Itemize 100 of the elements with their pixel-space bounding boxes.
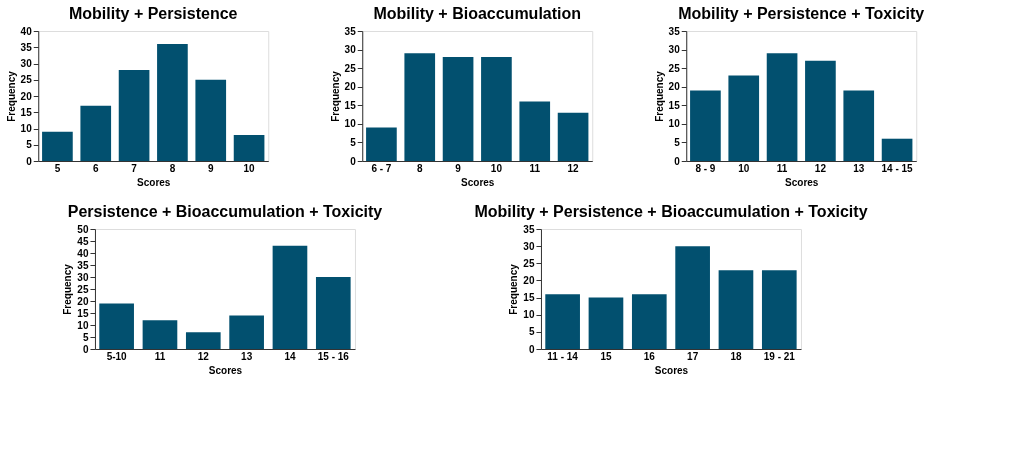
bar	[157, 44, 188, 161]
y-tick-label: 5	[82, 331, 89, 343]
y-tick-label: 25	[344, 62, 357, 74]
y-tick-label: 0	[528, 343, 535, 355]
y-tick-label: 30	[523, 240, 535, 252]
x-tick-label: 11 - 14	[547, 350, 579, 362]
y-tick-label: 10	[668, 118, 681, 130]
x-tick-label: 19 - 21	[763, 350, 796, 362]
bar	[728, 75, 760, 161]
y-tick-label: 15	[523, 292, 535, 304]
x-tick-label: 10	[490, 162, 503, 174]
bar	[99, 303, 134, 349]
bar	[805, 60, 836, 161]
y-tick-label: 50	[77, 223, 89, 235]
y-tick-label: 5	[26, 139, 33, 151]
bar	[229, 315, 264, 349]
y-tick-label: 35	[77, 259, 89, 271]
y-tick-label: 25	[668, 62, 681, 74]
x-tick-label: 16	[643, 350, 656, 362]
x-tick-label: 15 - 16	[317, 350, 350, 362]
bar	[118, 70, 150, 161]
chart-title: Mobility + Persistence + Bioaccumulation + Toxicity	[474, 203, 868, 220]
bar	[404, 53, 436, 161]
y-tick-label: 30	[20, 58, 33, 69]
x-tick-label: 15	[600, 350, 612, 362]
y-axis-title: Frequency	[5, 70, 17, 122]
x-tick-label: 8 - 9	[695, 162, 716, 174]
y-tick-label: 30	[668, 44, 681, 56]
bar	[366, 127, 397, 161]
chart-title: Mobility + Persistence	[68, 5, 238, 22]
bar	[761, 270, 797, 349]
x-tick-label: 12	[567, 162, 580, 174]
y-tick-label: 25	[20, 74, 33, 86]
x-tick-label: 5	[54, 162, 61, 174]
y-tick-label: 15	[344, 99, 357, 111]
bar	[588, 297, 624, 349]
y-tick-label: 20	[344, 81, 357, 93]
y-tick-label: 5	[528, 326, 535, 338]
x-tick-label: 11	[154, 350, 166, 362]
x-tick-label: 18	[730, 350, 742, 362]
x-tick-label: 7	[131, 162, 138, 174]
y-tick-label: 40	[20, 25, 33, 37]
y-tick-label: 15	[20, 106, 33, 118]
bar	[766, 53, 798, 161]
y-axis-title: Frequency	[653, 70, 665, 122]
y-tick-label: 20	[20, 90, 33, 102]
bar	[42, 131, 73, 161]
bar	[519, 101, 551, 161]
bar	[481, 57, 512, 161]
x-axis-title: Scores	[785, 176, 819, 188]
x-tick-label: 13	[241, 350, 253, 362]
y-tick-label: 10	[77, 319, 89, 331]
x-tick-label: 12	[814, 162, 827, 174]
bar	[195, 79, 227, 161]
x-tick-label: 11	[776, 162, 788, 174]
x-tick-label: 10	[243, 162, 256, 174]
bar	[185, 332, 221, 349]
y-tick-label: 0	[82, 343, 89, 355]
y-tick-label: 15	[668, 99, 681, 111]
bar	[315, 277, 351, 349]
y-tick-label: 5	[350, 136, 357, 148]
x-tick-label: 8	[169, 162, 176, 174]
bar	[557, 112, 589, 161]
y-tick-label: 10	[344, 118, 357, 130]
x-tick-label: 5-10	[106, 350, 128, 362]
bar	[545, 294, 580, 349]
x-axis-title: Scores	[654, 364, 689, 376]
x-axis-title: Scores	[461, 176, 495, 188]
bar	[80, 105, 112, 161]
x-tick-label: 9	[455, 162, 462, 174]
y-tick-label: 25	[523, 257, 535, 269]
bar	[233, 135, 265, 161]
x-tick-label: 8	[416, 162, 423, 174]
x-axis-title: Scores	[137, 176, 171, 188]
y-tick-label: 25	[77, 283, 89, 295]
y-axis-title: Frequency	[329, 70, 341, 122]
bar	[843, 90, 875, 161]
x-tick-label: 6	[92, 162, 99, 174]
y-tick-label: 0	[26, 155, 33, 167]
x-tick-label: 13	[853, 162, 865, 174]
y-tick-label: 35	[20, 41, 33, 53]
y-tick-label: 30	[344, 44, 357, 56]
x-tick-label: 17	[687, 350, 699, 362]
x-tick-label: 12	[197, 350, 210, 362]
x-axis-title: Scores	[208, 364, 243, 376]
x-tick-label: 9	[207, 162, 214, 174]
chart-title: Mobility + Bioaccumulation	[373, 5, 582, 22]
chart-title: Mobility + Persistence + Toxicity	[678, 5, 925, 22]
y-tick-label: 15	[77, 307, 89, 319]
y-tick-label: 20	[668, 81, 681, 93]
y-tick-label: 30	[77, 271, 89, 283]
bar	[675, 246, 710, 349]
bar	[718, 270, 754, 349]
bar	[142, 320, 178, 349]
y-tick-label: 10	[523, 309, 535, 321]
y-tick-label: 20	[523, 274, 535, 286]
y-tick-label: 40	[77, 247, 89, 259]
bar	[631, 294, 667, 349]
y-tick-label: 35	[344, 25, 357, 37]
x-tick-label: 14	[284, 350, 296, 362]
